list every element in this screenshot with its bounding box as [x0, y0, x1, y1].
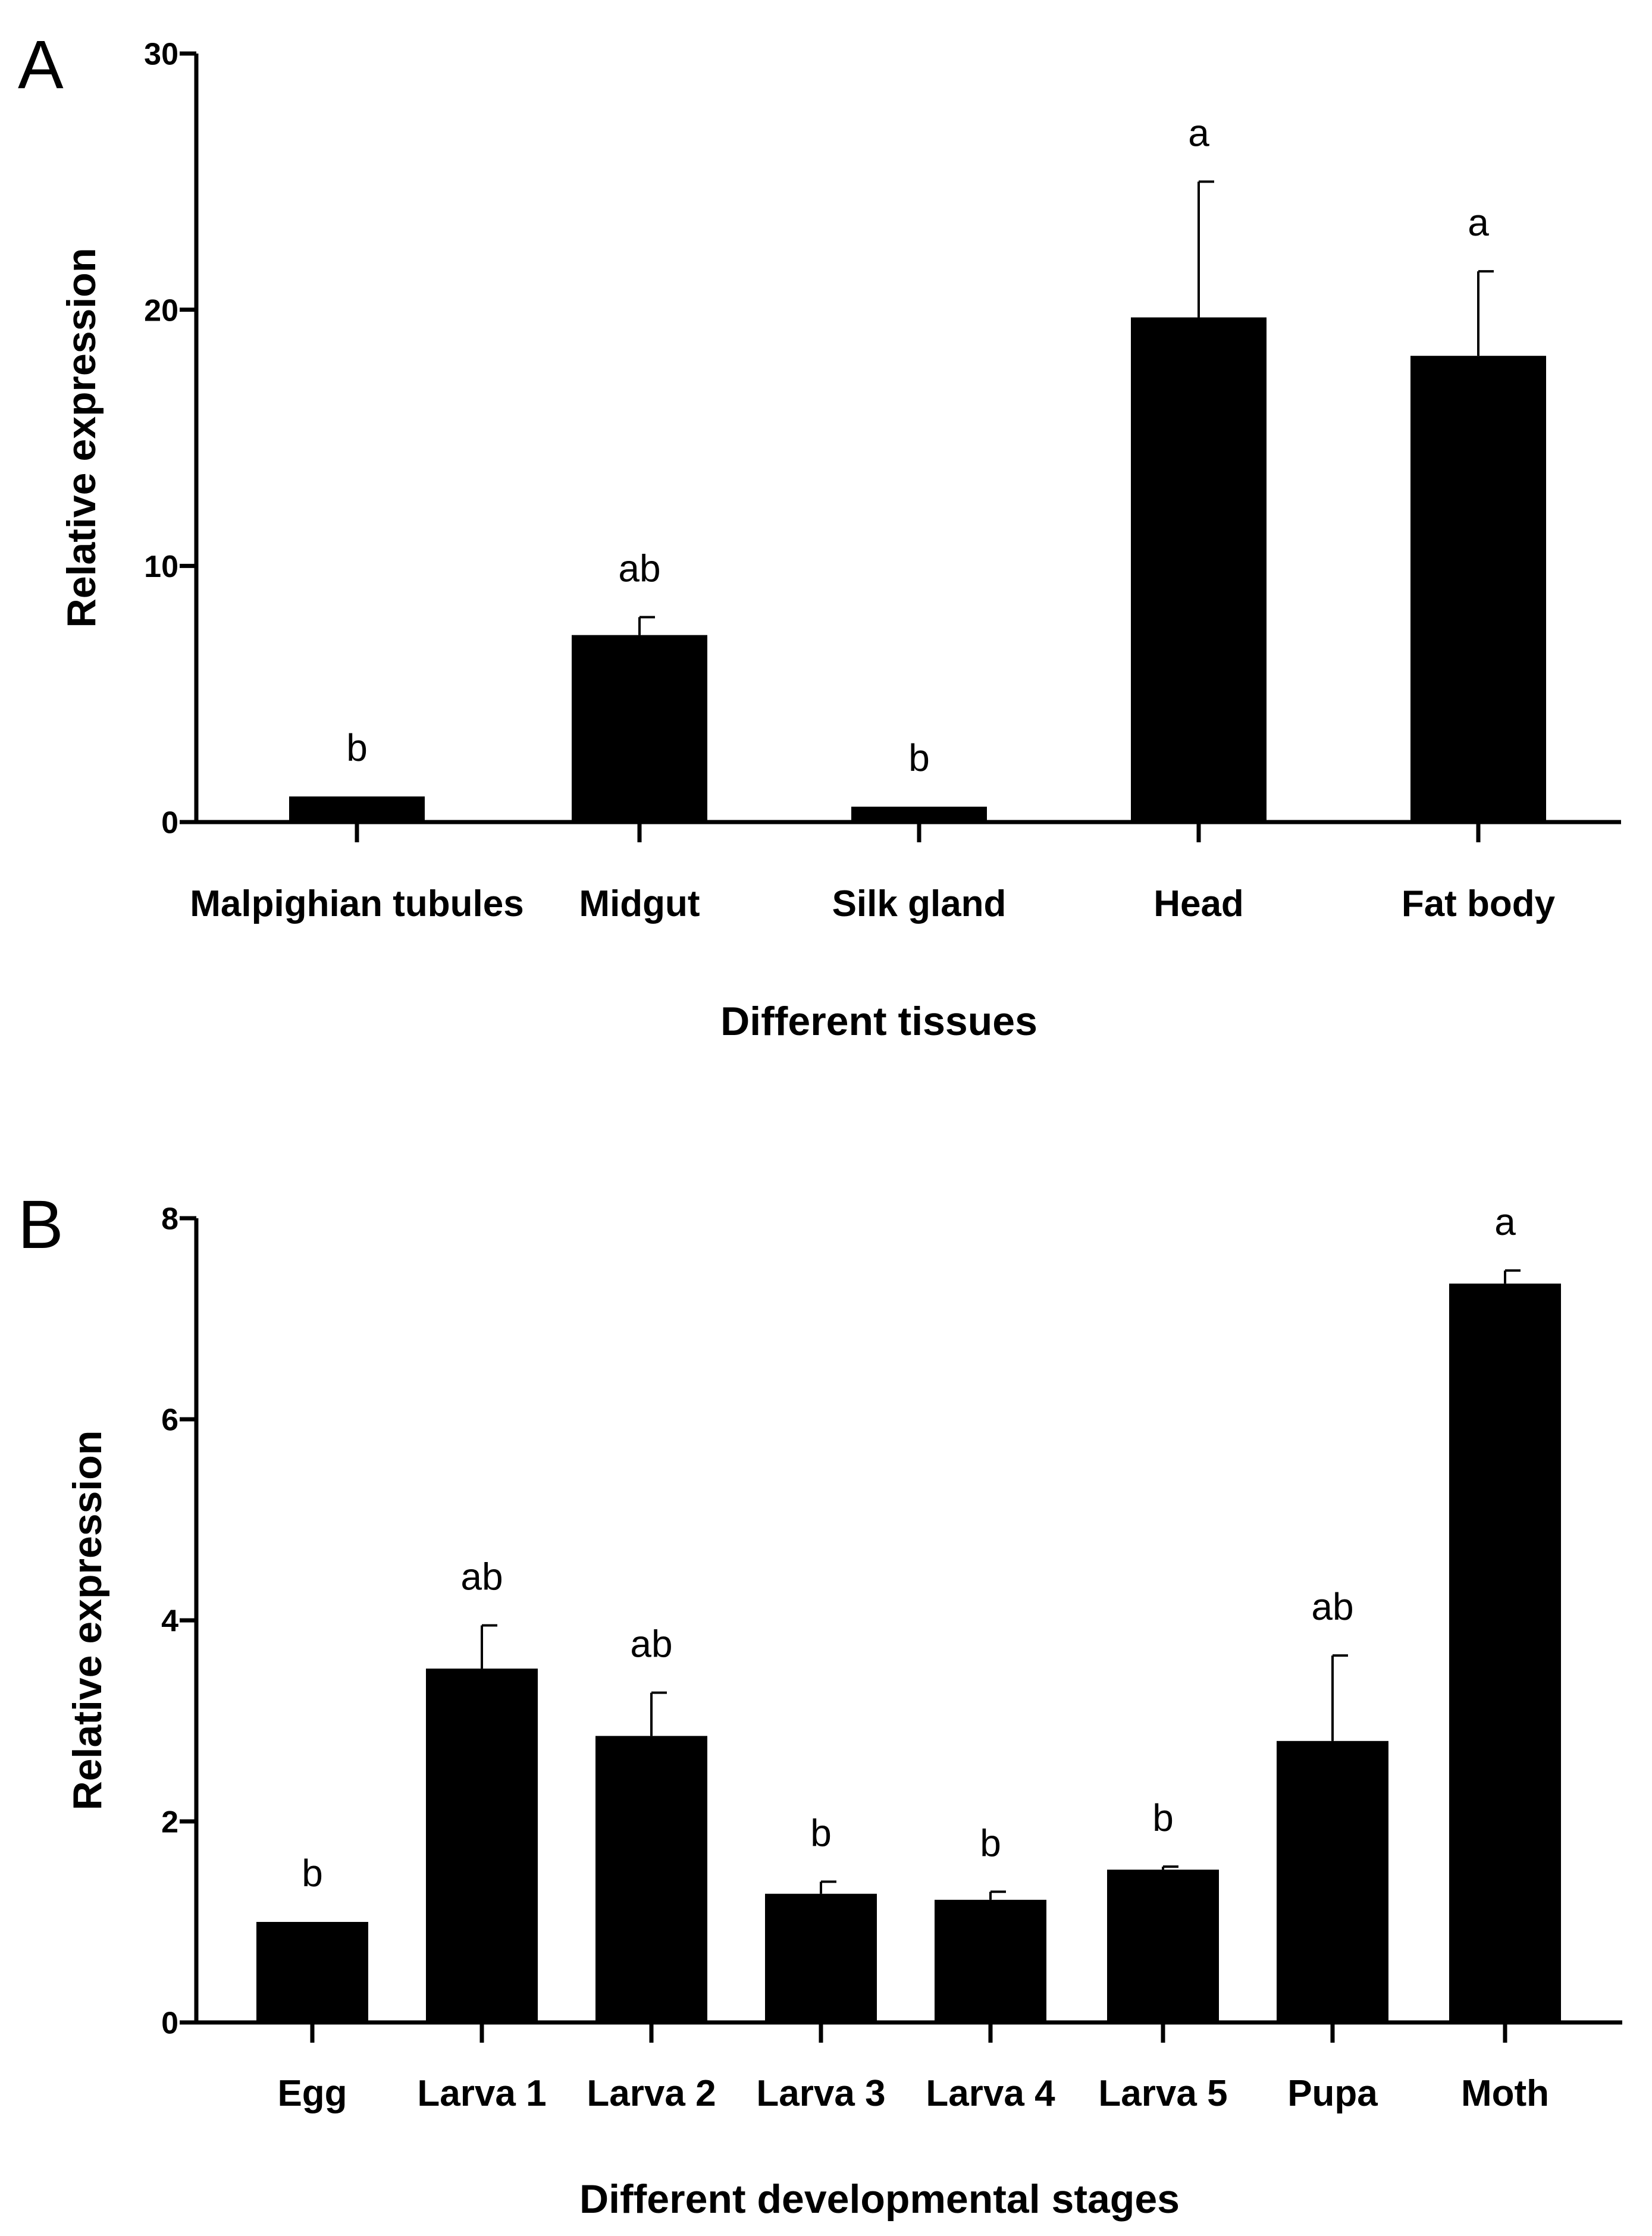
y-tick-label-a-0: 0 — [161, 806, 178, 841]
significance-letter-a-3: a — [1188, 111, 1209, 154]
category-label-a-3: Head — [1153, 883, 1244, 924]
significance-letter-b-7: a — [1494, 1200, 1516, 1243]
category-label-b-6: Pupa — [1287, 2073, 1378, 2114]
significance-letter-b-3: b — [810, 1811, 832, 1854]
bar-b-5 — [1107, 1870, 1219, 2022]
category-label-b-3: Larva 3 — [756, 2073, 885, 2114]
y-tick-label-b-4: 8 — [161, 1202, 178, 1237]
bar-a-2 — [851, 807, 987, 822]
bar-b-4 — [935, 1899, 1046, 2022]
significance-letter-a-4: a — [1468, 201, 1489, 244]
panel-b-letter: B — [18, 1187, 64, 1263]
category-label-a-0: Malpighian tubules — [190, 883, 524, 924]
category-label-a-1: Midgut — [579, 883, 700, 924]
y-tick-label-b-1: 2 — [161, 1805, 178, 1840]
y-tick-label-b-3: 6 — [161, 1403, 178, 1438]
category-label-b-7: Moth — [1461, 2073, 1549, 2114]
category-label-a-4: Fat body — [1402, 883, 1556, 924]
x-axis-label-a: Different tissues — [720, 999, 1037, 1044]
significance-letter-b-1: ab — [460, 1555, 503, 1598]
y-tick-label-a-1: 10 — [144, 550, 178, 584]
category-label-b-5: Larva 5 — [1098, 2073, 1227, 2114]
significance-letter-b-6: ab — [1311, 1585, 1353, 1628]
significance-letter-b-5: b — [1152, 1796, 1174, 1839]
category-label-b-0: Egg — [277, 2073, 347, 2114]
significance-letter-a-1: ab — [618, 547, 660, 589]
panel-a-letter: A — [18, 27, 64, 103]
category-label-a-2: Silk gland — [832, 883, 1007, 924]
x-axis-label-b: Different developmental stages — [579, 2177, 1180, 2222]
bar-a-4 — [1410, 356, 1546, 822]
bar-a-1 — [572, 635, 707, 822]
bar-b-2 — [595, 1736, 707, 2022]
bar-b-6 — [1277, 1740, 1388, 2022]
significance-letter-a-2: b — [908, 736, 930, 779]
y-tick-label-b-0: 0 — [161, 2006, 178, 2041]
bar-b-3 — [765, 1893, 877, 2022]
y-tick-label-a-3: 30 — [144, 37, 178, 72]
significance-letter-b-4: b — [980, 1821, 1001, 1864]
y-tick-label-a-2: 20 — [144, 293, 178, 328]
significance-letter-b-2: ab — [630, 1623, 672, 1666]
bar-a-0 — [289, 796, 425, 822]
bar-b-7 — [1449, 1283, 1561, 2022]
y-tick-label-b-2: 4 — [161, 1604, 178, 1639]
category-label-b-2: Larva 2 — [587, 2073, 716, 2114]
significance-letter-a-0: b — [346, 726, 368, 769]
chart-a-tissues: 0 10 20 30 Relative expression Malpighian tub… — [59, 37, 1621, 1044]
bar-b-1 — [426, 1669, 538, 2022]
y-axis-label-b: Relative expression — [65, 1431, 110, 1811]
category-label-b-1: Larva 1 — [417, 2073, 546, 2114]
significance-letter-b-0: b — [302, 1852, 323, 1895]
bar-a-3 — [1131, 317, 1267, 822]
category-label-b-4: Larva 4 — [926, 2073, 1055, 2114]
y-axis-label-a: Relative expression — [59, 248, 104, 628]
bar-b-0 — [256, 1922, 368, 2022]
